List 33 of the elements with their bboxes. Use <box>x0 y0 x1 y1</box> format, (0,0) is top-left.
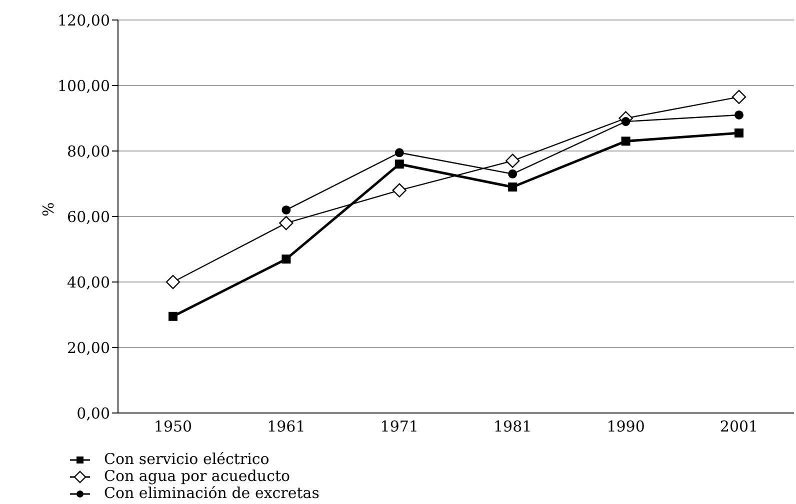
point <box>734 110 744 120</box>
y-tick-label: 0,00 <box>76 404 110 422</box>
y-tick-label: 20,00 <box>67 338 110 357</box>
y-tick-label: 80,00 <box>67 142 110 160</box>
y-tick-label: 60,00 <box>67 208 110 226</box>
legend-label: Con eliminación de excretas <box>104 484 320 502</box>
point <box>282 254 291 264</box>
point <box>734 128 744 138</box>
point <box>732 90 746 104</box>
point <box>506 154 520 168</box>
point <box>621 117 630 126</box>
y-tick-label: 100,00 <box>58 76 110 95</box>
point <box>166 274 180 290</box>
y-axis-title: % <box>39 202 58 216</box>
point <box>621 136 630 146</box>
point <box>394 160 404 169</box>
x-tick-label: 1961 <box>267 418 306 436</box>
x-tick-label: 1971 <box>380 418 418 436</box>
x-tick-label: 1990 <box>606 418 645 436</box>
x-tick-label: 2001 <box>720 418 758 436</box>
point <box>392 183 406 198</box>
legend-label: Con servicio eléctrico <box>104 450 270 468</box>
point <box>279 216 294 230</box>
y-tick-label: 40,00 <box>67 273 110 292</box>
point <box>168 312 178 321</box>
point <box>282 205 291 214</box>
point <box>508 169 518 178</box>
point <box>508 182 518 192</box>
x-tick-label: 1950 <box>154 418 192 436</box>
point <box>394 148 404 158</box>
x-tick-label: 1981 <box>494 418 532 436</box>
legend-label: Con agua por acueducto <box>104 467 290 485</box>
y-tick-label: 120,00 <box>58 11 110 30</box>
